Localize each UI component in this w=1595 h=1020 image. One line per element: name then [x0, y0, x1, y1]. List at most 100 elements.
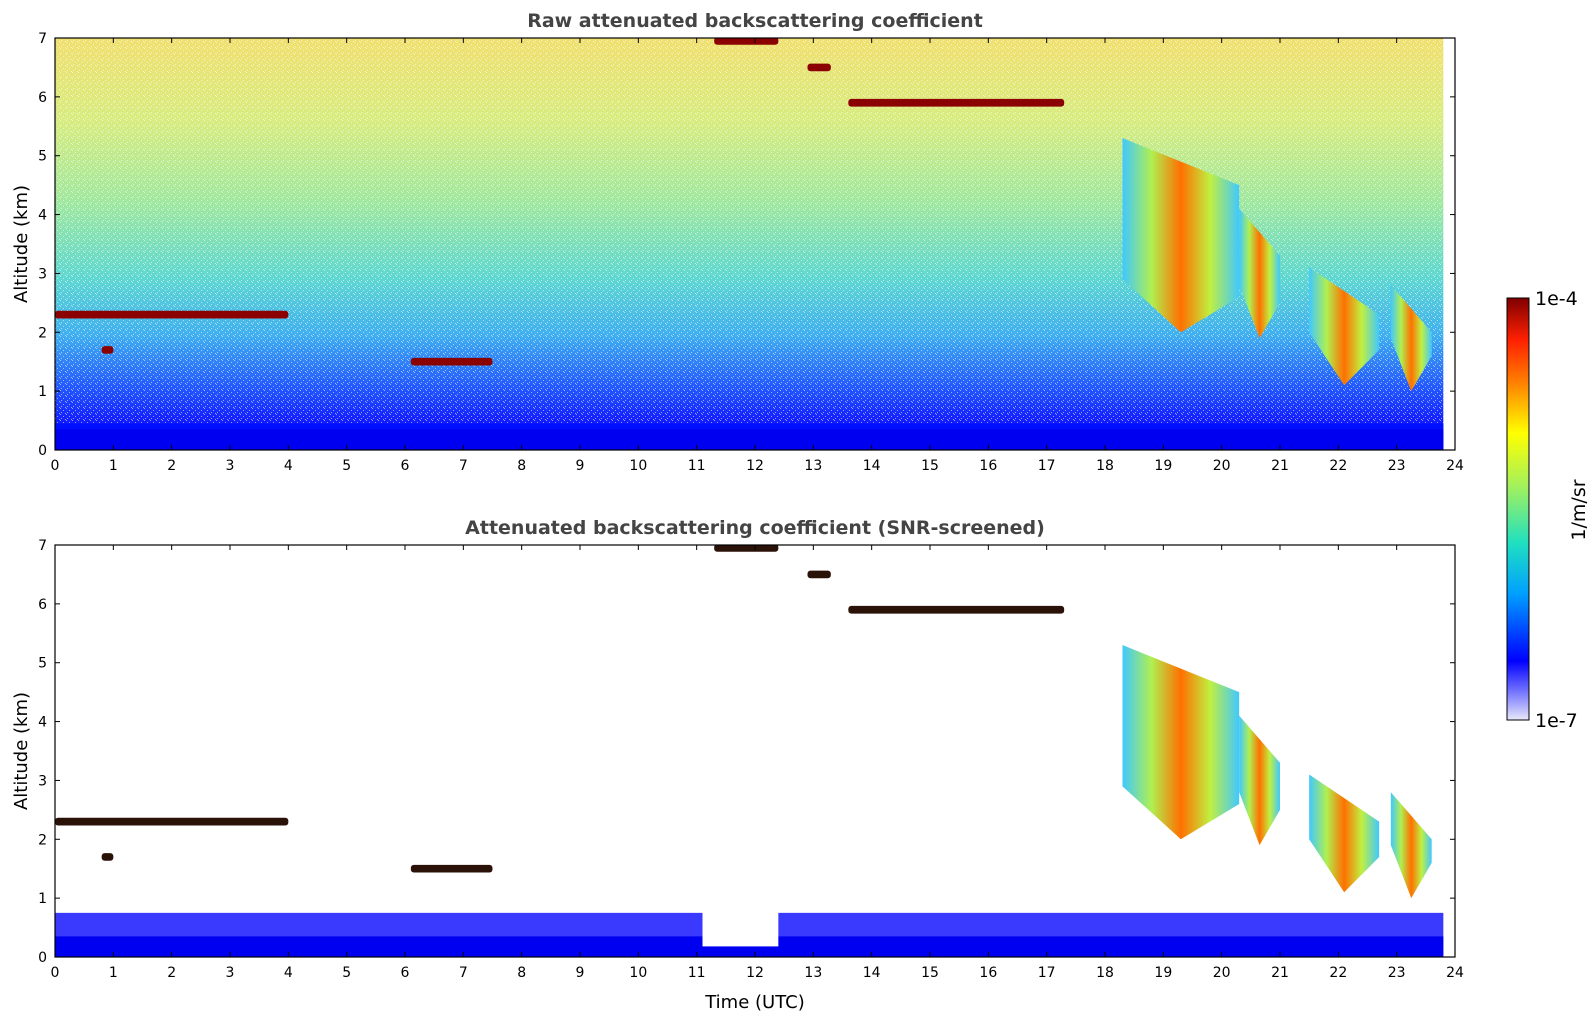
y-tick-label: 6: [38, 90, 47, 106]
x-tick-label: 15: [921, 458, 939, 474]
x-tick-label: 8: [517, 965, 526, 981]
x-axis-label: Time (UTC): [704, 992, 805, 1013]
y-tick-label: 0: [38, 950, 47, 966]
cloud-layer-5: [848, 98, 1065, 107]
cloud-layer-2: [410, 357, 493, 366]
x-tick-label: 11: [688, 458, 706, 474]
x-tick-label: 4: [284, 458, 293, 474]
panel-raw-y-label: Altitude (km): [11, 185, 32, 303]
cloud-layer-2: [410, 864, 493, 873]
x-tick-label: 10: [629, 458, 647, 474]
colorbar-unit-label: 1/m/sr: [1568, 479, 1590, 540]
precip-shaft-1: [1239, 715, 1280, 846]
cloud-layer-5: [848, 605, 1065, 614]
x-tick-label: 20: [1213, 965, 1231, 981]
cloud-layer-4: [807, 570, 831, 579]
precip-shaft-0: [1122, 645, 1240, 840]
panel-screened-y-ticks: 0 1 2 3 4 5 6 7: [38, 538, 1455, 966]
colorbar-max-label: 1e-4: [1535, 288, 1578, 310]
cloud-layer-0: [55, 817, 289, 826]
no-data-column: [1443, 38, 1455, 450]
y-tick-label: 2: [38, 325, 47, 341]
y-tick-label: 5: [38, 656, 47, 672]
y-tick-label: 3: [38, 266, 47, 282]
x-tick-label: 13: [804, 965, 822, 981]
x-tick-label: 23: [1388, 458, 1406, 474]
x-tick-label: 21: [1271, 458, 1289, 474]
cloud-layer-3: [714, 545, 779, 552]
x-tick-label: 5: [342, 458, 351, 474]
boundary-layer-gap: [702, 911, 779, 947]
colorbar-gradient: [1506, 297, 1530, 721]
x-tick-label: 3: [226, 458, 235, 474]
cloud-layer-1: [101, 346, 114, 354]
panel-screened: Attenuated backscattering coefficient (S…: [11, 517, 1464, 1013]
panel-raw-plot-area: [55, 38, 1455, 450]
x-tick-label: 14: [863, 965, 881, 981]
x-tick-label: 16: [979, 458, 997, 474]
x-tick-label: 18: [1096, 458, 1114, 474]
x-tick-label: 15: [921, 965, 939, 981]
y-tick-label: 7: [38, 538, 47, 554]
x-tick-label: 22: [1329, 458, 1347, 474]
x-tick-label: 4: [284, 965, 293, 981]
colorbar-min-label: 1e-7: [1535, 710, 1578, 732]
x-tick-label: 20: [1213, 458, 1231, 474]
x-tick-label: 24: [1446, 458, 1464, 474]
y-tick-label: 3: [38, 773, 47, 789]
cloud-layer-4: [807, 63, 831, 72]
x-tick-label: 6: [401, 965, 410, 981]
x-tick-label: 1: [109, 458, 118, 474]
x-tick-label: 14: [863, 458, 881, 474]
panel-screened-y-label: Altitude (km): [11, 692, 32, 810]
precip-shaft-2: [1309, 267, 1380, 386]
precip-shaft-1: [1239, 208, 1280, 339]
colorbar: 1e-4 1e-7 1/m/sr: [1506, 288, 1590, 732]
x-tick-label: 5: [342, 965, 351, 981]
panel-raw-title: Raw attenuated backscattering coefficien…: [527, 10, 983, 32]
y-tick-label: 4: [38, 715, 47, 731]
y-tick-label: 0: [38, 443, 47, 459]
surface-layer: [55, 936, 1444, 957]
y-tick-label: 1: [38, 384, 47, 400]
x-tick-label: 13: [804, 458, 822, 474]
y-tick-label: 5: [38, 149, 47, 165]
y-tick-label: 7: [38, 31, 47, 47]
x-tick-label: 23: [1388, 965, 1406, 981]
cloud-layer-1: [101, 853, 114, 861]
surface-layer: [55, 429, 1444, 450]
y-tick-label: 4: [38, 208, 47, 224]
x-tick-label: 3: [226, 965, 235, 981]
x-tick-label: 19: [1154, 458, 1172, 474]
panel-screened-title: Attenuated backscattering coefficient (S…: [465, 517, 1045, 539]
precip-shaft-3: [1390, 285, 1432, 392]
x-tick-label: 0: [51, 965, 60, 981]
x-tick-label: 6: [401, 458, 410, 474]
x-tick-label: 21: [1271, 965, 1289, 981]
precip-shaft-2: [1309, 774, 1380, 893]
x-tick-label: 24: [1446, 965, 1464, 981]
x-tick-label: 9: [576, 965, 585, 981]
x-tick-label: 2: [167, 965, 176, 981]
x-tick-label: 10: [629, 965, 647, 981]
x-tick-label: 0: [51, 458, 60, 474]
x-tick-label: 11: [688, 965, 706, 981]
panel-screened-plot-area: [55, 545, 1455, 957]
x-tick-label: 17: [1038, 965, 1056, 981]
x-tick-label: 7: [459, 965, 468, 981]
panel-raw-y-ticks: 0 1 2 3 4 5 6 7: [38, 31, 1455, 459]
precip-shaft-3: [1390, 792, 1432, 899]
x-tick-label: 2: [167, 458, 176, 474]
x-tick-label: 1: [109, 965, 118, 981]
panel-raw: Raw attenuated backscattering coefficien…: [11, 10, 1464, 474]
panel-screened-x-ticks: 0 1 2 3 4 5 6 7 8 9 10 11 12 13 14 15 16 17 18 19 20 21 22 23 24: [51, 545, 1464, 981]
precip-shaft-0: [1122, 138, 1240, 333]
x-tick-label: 7: [459, 458, 468, 474]
x-tick-label: 12: [746, 965, 764, 981]
cloud-layer-3: [714, 38, 779, 45]
x-tick-label: 8: [517, 458, 526, 474]
y-tick-label: 2: [38, 832, 47, 848]
panel-raw-x-ticks: 0 1 2 3 4 5 6 7 8 9 10 11 12 13 14 15 16 17 18 19 20 21 22 23 24: [51, 38, 1464, 474]
x-tick-label: 17: [1038, 458, 1056, 474]
x-tick-label: 9: [576, 458, 585, 474]
